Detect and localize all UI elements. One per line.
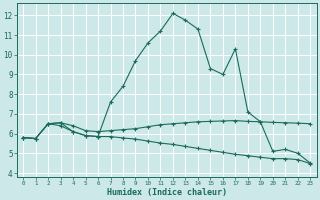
X-axis label: Humidex (Indice chaleur): Humidex (Indice chaleur) [107, 188, 227, 197]
